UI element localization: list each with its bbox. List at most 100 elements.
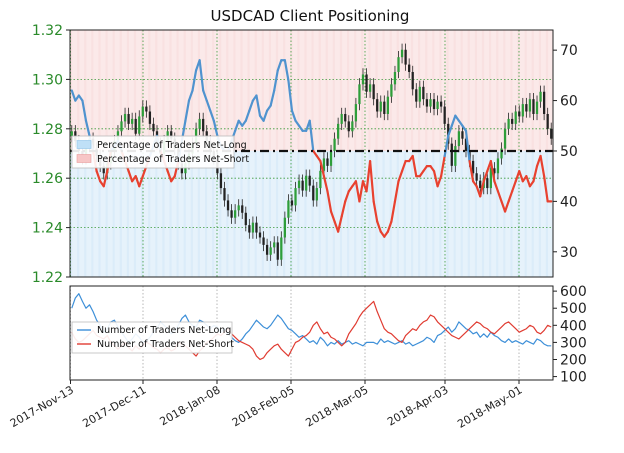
percent-net-long-segment <box>326 190 333 213</box>
short-shade-stripe <box>233 30 236 151</box>
candle-body <box>120 121 123 132</box>
candle-body <box>127 113 130 124</box>
long-shade-stripe <box>112 150 115 277</box>
candle-body <box>521 104 524 117</box>
right-tick-label: 30 <box>560 245 578 261</box>
long-shade-stripe <box>410 150 414 277</box>
candle-body <box>400 49 404 58</box>
candle-body <box>354 104 358 122</box>
percent-net-long-segment <box>479 180 485 198</box>
candle-body <box>450 143 453 166</box>
candle-body <box>297 180 301 189</box>
candle-body <box>269 247 272 255</box>
candle-body <box>397 57 400 72</box>
right-tick-label: 60 <box>560 94 578 110</box>
percent-net-long-segment <box>319 159 326 178</box>
percent-net-long-segment <box>400 159 407 173</box>
candle-body <box>496 158 500 174</box>
percent-net-long-segment <box>102 170 109 188</box>
percent-net-long-segment <box>440 154 446 178</box>
x-tick-label: 2017-Nov-13 <box>8 383 76 430</box>
short-shade-stripe <box>538 30 541 151</box>
candle-body <box>507 118 510 129</box>
long-shade-stripe <box>197 150 200 277</box>
bottom-panel-border <box>69 285 554 381</box>
candle-body <box>546 113 549 129</box>
candle-body <box>344 113 347 122</box>
long-shade-stripe <box>396 150 399 277</box>
short-shade-stripe <box>453 30 456 151</box>
candle-body <box>138 116 141 134</box>
percent-net-long-segment <box>514 170 521 183</box>
percent-net-long-segment <box>337 215 343 233</box>
short-shade-stripe <box>204 30 208 151</box>
candle-body <box>404 49 407 65</box>
candle-body <box>425 99 429 107</box>
long-shade-stripe <box>347 150 350 277</box>
candle-body <box>475 173 478 181</box>
long-shade-stripe <box>212 150 215 277</box>
candle-body <box>436 101 439 110</box>
date-axis: 2017-Nov-13 2017-Dec-11 2018-Jan-08 2018-Fe… <box>8 380 525 431</box>
long-shade-stripe <box>368 150 371 277</box>
bottom-panel-frame <box>69 285 554 381</box>
short-shade-stripe <box>510 30 513 151</box>
top-panel-border <box>69 29 554 278</box>
candle-body <box>550 128 553 139</box>
long-shade-stripe <box>339 150 343 277</box>
candle-body <box>489 168 492 189</box>
percent-net-long-segment <box>436 175 443 188</box>
long-shade-stripe <box>162 150 165 277</box>
left-tick-label: 1.26 <box>32 171 63 187</box>
candle-body <box>329 151 333 166</box>
bottom-tick-label: 400 <box>560 318 587 334</box>
candle-body <box>226 200 230 211</box>
long-shade-stripe <box>119 150 122 277</box>
candle-body <box>141 106 144 117</box>
long-shade-stripe <box>98 150 101 277</box>
short-shade-stripe <box>240 30 243 151</box>
candle-body <box>376 99 379 112</box>
short-shade-stripe <box>297 30 300 151</box>
candle-body <box>276 242 279 260</box>
percent-net-long-segment <box>507 190 514 203</box>
long-shade-stripe <box>70 150 73 277</box>
top-legend: Percentage of Traders Net-Long Percentag… <box>71 135 249 169</box>
x-tick-label: 2018-Jan-08 <box>158 383 223 428</box>
bottom-tick-label: 200 <box>560 352 587 368</box>
short-shade-stripe <box>183 30 186 151</box>
long-shade-stripe <box>361 150 364 277</box>
long-shade-stripe <box>204 150 208 277</box>
percent-net-long-segment <box>390 200 397 223</box>
candle-body <box>280 237 283 260</box>
candle-body <box>262 237 265 245</box>
candle-body <box>198 118 201 129</box>
long-shade-stripe <box>91 150 94 277</box>
candle-body <box>202 118 205 132</box>
short-shade-stripe <box>531 30 534 151</box>
long-shade-stripe <box>176 150 179 277</box>
long-shade-stripe <box>275 150 279 277</box>
short-shade-stripe <box>432 30 435 151</box>
long-shade-stripe <box>77 150 80 277</box>
long-shade-stripe <box>283 150 286 277</box>
percent-net-long-segment <box>447 124 453 137</box>
candle-body <box>514 111 517 124</box>
candle-body <box>372 84 375 100</box>
legend-swatch-net-short <box>76 154 92 163</box>
long-shade-stripe <box>141 150 144 277</box>
long-shade-stripe <box>489 150 492 277</box>
short-shade-stripe <box>77 30 80 151</box>
short-shade-stripe <box>503 30 506 151</box>
percent-net-long-segment <box>340 200 347 218</box>
percent-net-long-segment <box>276 59 283 72</box>
long-shade-stripe <box>84 150 87 277</box>
short-shade-stripe <box>325 30 328 151</box>
bottom-tick-label: 600 <box>560 284 587 300</box>
long-shade-stripe <box>261 150 264 277</box>
candle-body <box>287 200 290 218</box>
short-shade-stripe <box>396 30 399 151</box>
short-shade-stripe <box>126 30 129 151</box>
candle-body <box>322 158 326 171</box>
short-shade-stripe <box>382 30 385 151</box>
